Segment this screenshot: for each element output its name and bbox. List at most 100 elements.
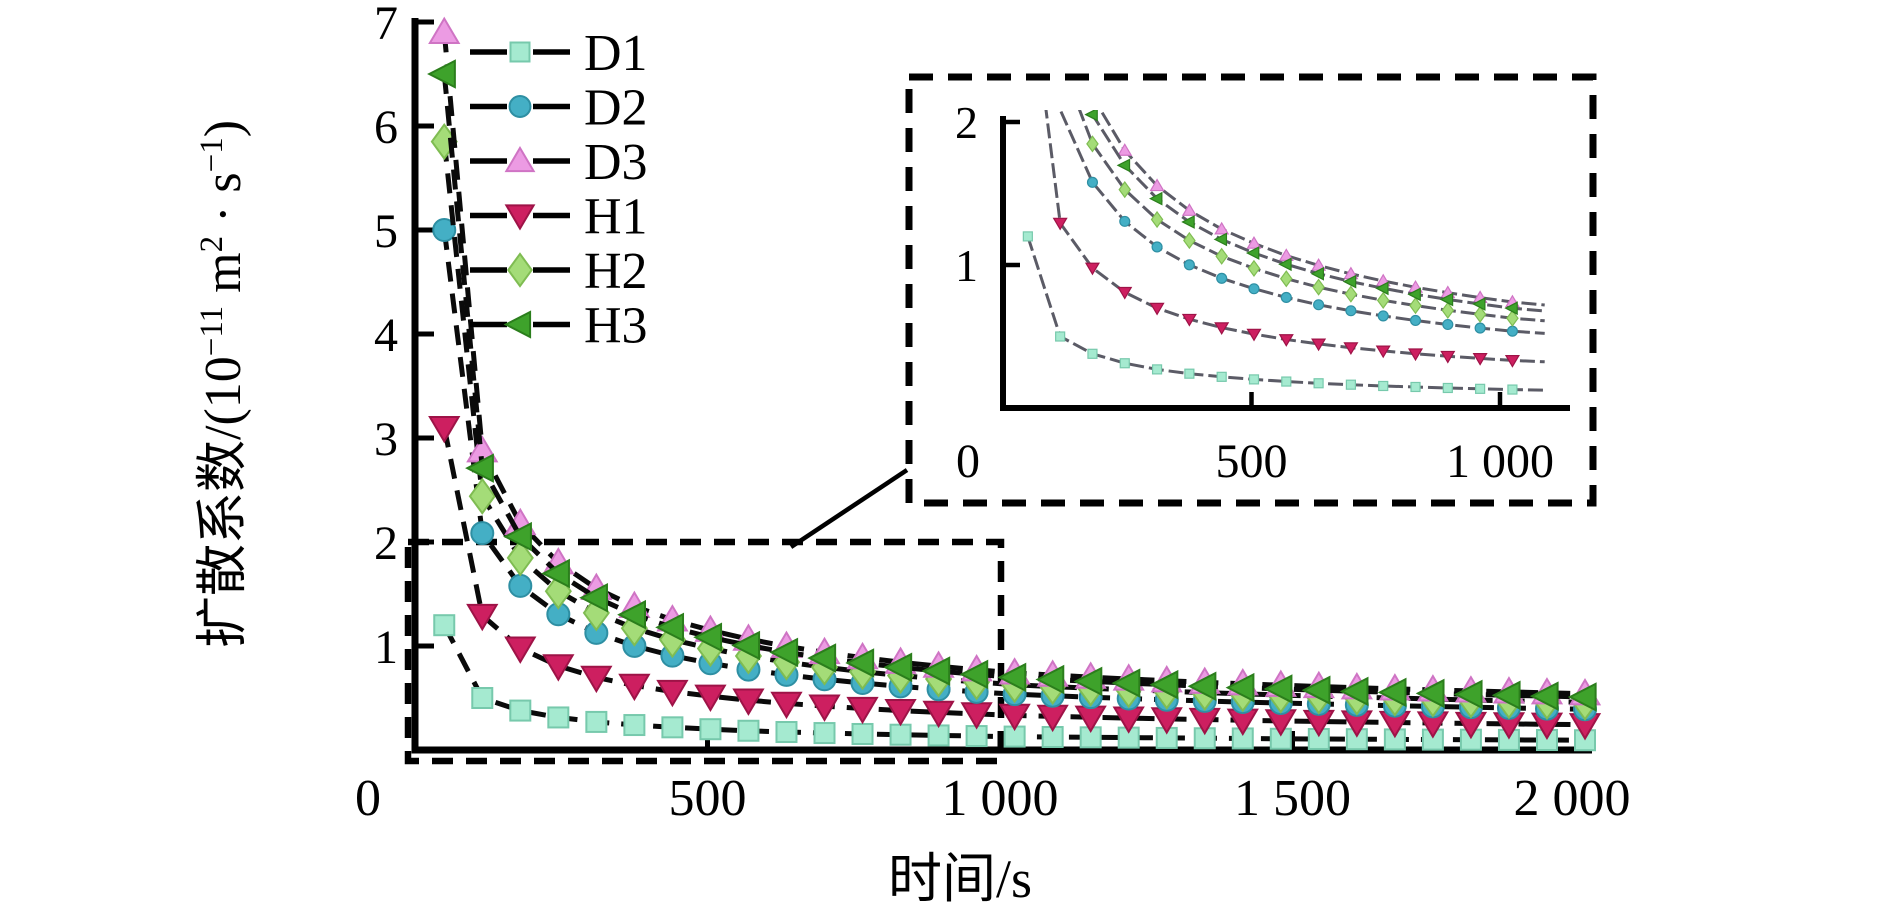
series-H3-marker — [1035, 664, 1065, 695]
series-H3-marker — [1301, 675, 1331, 705]
series-H1-marker — [884, 698, 917, 727]
series-H2-inset-marker — [1150, 210, 1164, 229]
series-H1-marker — [466, 603, 499, 632]
x-origin-label: 0 — [355, 770, 381, 827]
main-axes: 1 2 3 4 5 6 7 500 1 000 1 500 2 000 0 时间/s 扩散系数/(10−1… — [194, 0, 1631, 907]
series-H3-inset-marker — [1149, 191, 1163, 206]
series-H3-marker — [1377, 677, 1407, 708]
series-H3-inset-marker — [1116, 158, 1131, 173]
series-H1-inset-marker — [1472, 352, 1488, 366]
series-H3-marker — [1263, 674, 1293, 704]
series-D1-inset-marker — [1151, 364, 1163, 375]
series-H3-marker — [427, 59, 456, 89]
series-D2-inset-marker — [1442, 318, 1454, 331]
series-H1-marker — [732, 688, 765, 716]
series-D1-inset-line — [1026, 235, 1545, 392]
series-H2-inset-marker — [1473, 305, 1487, 323]
series-H2-inset-marker — [1183, 231, 1196, 250]
series-H1-inset-marker — [1504, 354, 1520, 368]
series-D1-inset-marker — [1022, 231, 1033, 242]
series-H2-inset-marker — [1344, 285, 1358, 303]
series-H3-inset — [1084, 110, 1545, 316]
series-H1-marker — [656, 679, 689, 708]
y-tick-label: 5 — [374, 205, 398, 258]
series-D3-inset-marker — [1117, 143, 1133, 156]
y-tick-label: 4 — [374, 309, 398, 362]
inset-axes: 1 2 0 500 1 000 — [955, 97, 1570, 488]
series-H3-marker — [1339, 676, 1369, 707]
legend-item-H1: H1 — [470, 189, 648, 246]
series-H3-inset-marker — [1310, 266, 1324, 281]
series-H1-marker — [580, 665, 613, 694]
series-H2-marker — [468, 477, 496, 515]
main-series — [427, 16, 1602, 752]
series-H1-inset-line — [1044, 110, 1545, 364]
series-D1-inset-marker — [1281, 376, 1292, 387]
series-D1-marker — [585, 710, 608, 733]
series-D1-inset-marker — [1055, 331, 1066, 342]
series-H2-inset-marker — [1376, 291, 1390, 309]
legend-item-H2: H2 — [470, 243, 648, 300]
series-D1-inset-marker — [1442, 382, 1453, 394]
legend-label-H3: H3 — [584, 298, 648, 355]
series-H2-inset-marker — [1409, 296, 1422, 315]
series-D1-marker — [813, 722, 836, 745]
series-D1-inset-marker — [1087, 348, 1098, 359]
series-D2-inset-marker — [1183, 259, 1195, 271]
series-H3-marker — [693, 622, 723, 653]
y-tick-label: 1 — [374, 621, 398, 674]
series-H3-marker — [1111, 668, 1141, 698]
series-H3-marker — [921, 656, 951, 686]
legend-item-H3: H3 — [470, 298, 648, 355]
zoom-connector-line — [789, 468, 909, 549]
y-tick-label: 2 — [374, 517, 398, 570]
legend-marker-H2 — [507, 252, 533, 288]
x-tick-label: 2 000 — [1514, 770, 1631, 827]
series-D1-inset-marker — [1184, 368, 1195, 379]
series-D1-inset-marker — [1119, 358, 1130, 369]
series-H1-marker — [808, 694, 841, 722]
series-H3-main — [427, 59, 1597, 712]
zoom-region-rect — [404, 538, 1005, 765]
series-H3-marker — [883, 652, 913, 683]
series-H3-inset-marker — [1245, 246, 1260, 260]
series-D1-inset — [1022, 231, 1545, 395]
series-D2-inset-marker — [1313, 299, 1325, 311]
series-H3-inset-marker — [1213, 232, 1228, 247]
series-D1-inset-marker — [1345, 379, 1357, 390]
series-H1-inset-marker — [1407, 348, 1424, 362]
series-H1-inset-marker — [1052, 217, 1068, 231]
series-H1-marker — [846, 696, 879, 725]
y-axis-title: 扩散系数/(10−11 m2 · s−1) — [194, 120, 252, 648]
series-H1-inset-marker — [1311, 338, 1327, 352]
series-D2-inset-marker — [1119, 215, 1131, 227]
series-H3-marker — [1529, 681, 1559, 711]
series-D3-marker — [428, 16, 461, 45]
inset-box — [905, 73, 1597, 507]
x-tick-label: 500 — [669, 770, 747, 827]
series-H2-inset-marker — [1118, 181, 1132, 199]
series-D1-inset-marker — [1410, 381, 1421, 393]
series-H3-inset-marker — [1342, 274, 1357, 289]
series-D1-inset-marker — [1475, 383, 1486, 394]
x-tick-label: 1 000 — [942, 770, 1059, 827]
series-D2-inset-marker — [1345, 305, 1357, 317]
legend-label-H1: H1 — [584, 189, 648, 246]
series-H1-inset-marker — [1117, 286, 1133, 300]
series-H3-marker — [541, 558, 570, 589]
series-H1-marker — [694, 684, 727, 712]
inset-y-tick-label: 2 — [955, 97, 978, 148]
y-tick-label: 7 — [374, 0, 398, 50]
series-D2-inset — [1058, 110, 1545, 337]
series-H1-marker — [618, 673, 651, 702]
series-H2-inset-marker — [1312, 278, 1325, 296]
series-H1-inset-marker — [1084, 262, 1100, 276]
series-D1-inset-marker — [1313, 378, 1324, 389]
series-H3-marker — [1149, 669, 1179, 700]
legend-item-D1: D1 — [470, 25, 648, 82]
series-H3-marker — [465, 453, 494, 483]
series-H3-inset-marker — [1084, 110, 1098, 122]
x-tick-label: 1 500 — [1234, 770, 1351, 827]
